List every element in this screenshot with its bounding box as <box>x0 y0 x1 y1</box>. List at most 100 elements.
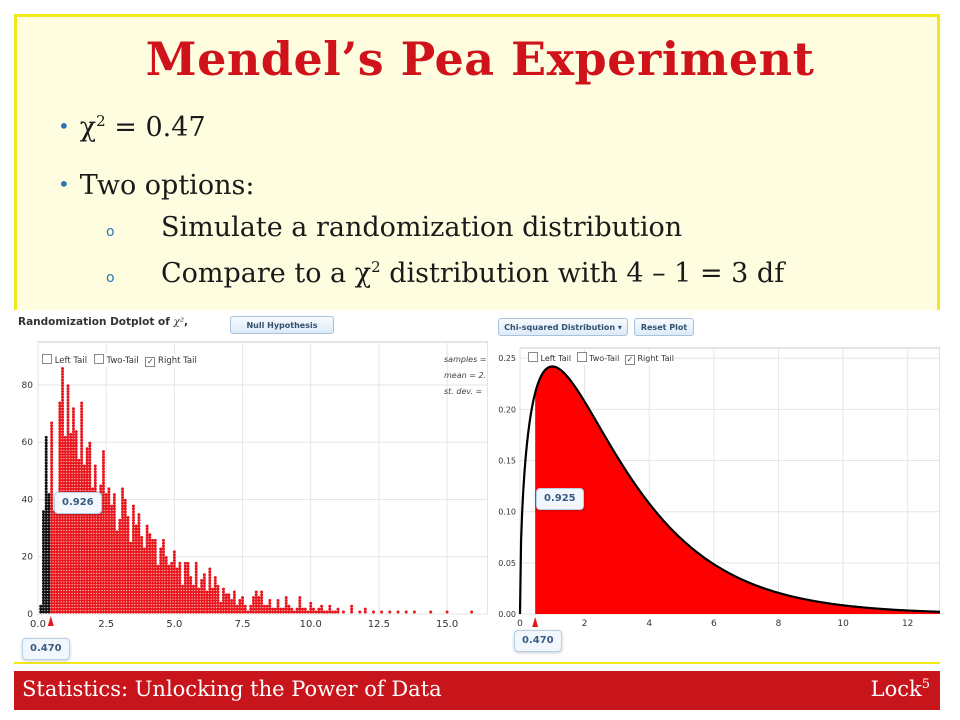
null-hypothesis-button[interactable]: Null Hypothesis <box>230 316 334 334</box>
dotplot-dot <box>110 587 114 591</box>
dotplot-dot <box>74 599 78 603</box>
dotplot-dot <box>50 453 54 457</box>
dotplot-dot <box>74 447 78 451</box>
dotplot-dot <box>167 604 171 608</box>
dotplot-dot <box>224 593 228 597</box>
dotplot-dot <box>151 544 155 548</box>
dotplot-dot <box>164 596 168 600</box>
dotplot-dot <box>183 573 187 577</box>
dotplot-dot <box>96 527 100 531</box>
dotplot-dot <box>301 607 305 611</box>
dotplot-dot <box>58 538 62 542</box>
dotplot-dot <box>66 458 70 462</box>
dotplot-dot <box>126 518 130 522</box>
dotplot-dot <box>118 590 122 594</box>
dotplot-dot <box>88 553 92 557</box>
dotplot-dot <box>208 601 212 605</box>
dotplot-dot <box>61 541 65 545</box>
dotplot-dot <box>93 481 97 485</box>
dotplot-dot <box>194 567 198 571</box>
dotplot-dot <box>99 593 103 597</box>
dotplot-dot <box>80 564 84 568</box>
dotplot-dot <box>66 404 70 408</box>
dotplot-dot <box>93 584 97 588</box>
dotplot-dot <box>159 581 163 585</box>
dotplot-dot <box>123 599 127 603</box>
dotplot-dot <box>123 547 127 551</box>
dotplot-dot <box>254 596 258 600</box>
reset-plot-button[interactable]: Reset Plot <box>634 318 694 336</box>
dotplot-dot <box>170 596 174 600</box>
dotplot-dot <box>126 550 130 554</box>
dotplot-dot <box>74 601 78 605</box>
dotplot-dot <box>61 530 65 534</box>
dotplot-dot <box>328 610 332 614</box>
dotplot-dot <box>186 604 190 608</box>
dotplot-dot <box>115 567 119 571</box>
dotplot-dot <box>191 587 195 591</box>
chi-left-tail-checkbox[interactable] <box>528 352 538 362</box>
dotplot-x-tick-label: 10.0 <box>300 619 322 630</box>
right-tail-checkbox-checked-icon[interactable]: ✓ <box>145 357 156 367</box>
dotplot-dot <box>213 601 217 605</box>
dotplot-dot <box>208 607 212 611</box>
observed-value-label[interactable]: 0.470 <box>22 638 70 660</box>
dotplot-dot <box>101 510 105 514</box>
dotplot-dot <box>164 607 168 611</box>
dotplot-dot <box>161 538 165 542</box>
dotplot-dot <box>50 513 54 517</box>
dotplot-dot <box>121 567 125 571</box>
chi-right-tail-checkbox-checked-icon[interactable]: ✓ <box>624 355 635 365</box>
dotplot-dot <box>66 536 70 540</box>
dotplot-dot <box>219 601 223 605</box>
dotplot-dot <box>77 564 81 568</box>
chi-squared-distribution-dropdown[interactable]: Chi-squared Distribution ▾ <box>498 318 628 336</box>
dotplot-dot <box>123 527 127 531</box>
dotplot-dot <box>112 550 116 554</box>
chi-two-tail-checkbox[interactable] <box>576 352 587 362</box>
dotplot-dot <box>200 590 204 594</box>
dotplot-dot <box>85 576 89 580</box>
dotplot-dot <box>77 587 81 591</box>
dotplot-dot <box>140 576 144 580</box>
dotplot-dot <box>115 610 119 614</box>
dotplot-dot <box>129 610 133 614</box>
dotplot-dot <box>208 590 212 594</box>
dotplot-dot <box>197 590 201 594</box>
dotplot-dot <box>44 581 48 585</box>
left-tail-checkbox[interactable] <box>42 354 52 364</box>
chi-observed-value-label[interactable]: 0.470 <box>514 630 562 652</box>
dotplot-dot <box>189 596 193 600</box>
dotplot-dot <box>91 610 95 614</box>
dotplot-dot <box>126 556 130 560</box>
dotplot-dot <box>121 604 125 608</box>
dotplot-dot <box>101 584 105 588</box>
two-tail-checkbox[interactable] <box>93 354 104 364</box>
dotplot-dot <box>88 484 92 488</box>
dotplot-dot <box>58 438 62 442</box>
dotplot-dot <box>88 601 92 605</box>
dotplot-dot <box>181 599 185 603</box>
dotplot-dot <box>44 599 48 603</box>
dotplot-dot <box>104 527 108 531</box>
dotplot-dot <box>61 576 65 580</box>
dotplot-dot <box>50 430 54 434</box>
dotplot-dot <box>156 610 160 614</box>
dotplot-dot <box>186 561 190 565</box>
chi-y-tick-label: 0.20 <box>498 405 516 414</box>
dotplot-dot <box>96 516 100 520</box>
dotplot-dot <box>200 601 204 605</box>
dotplot-dot <box>107 490 111 494</box>
dotplot-dot <box>61 527 65 531</box>
dotplot-dot <box>183 610 187 614</box>
dotplot-x-tick-label: 0.0 <box>30 619 46 630</box>
dotplot-dot <box>82 527 86 531</box>
dotplot-dot <box>170 573 174 577</box>
dotplot-dot <box>107 524 111 528</box>
dotplot-dot <box>205 596 209 600</box>
dotplot-dot <box>66 581 70 585</box>
dotplot-dot <box>80 553 84 557</box>
dotplot-dot <box>167 564 171 568</box>
dotplot-dot <box>82 518 86 522</box>
dotplot-dot <box>131 527 135 531</box>
